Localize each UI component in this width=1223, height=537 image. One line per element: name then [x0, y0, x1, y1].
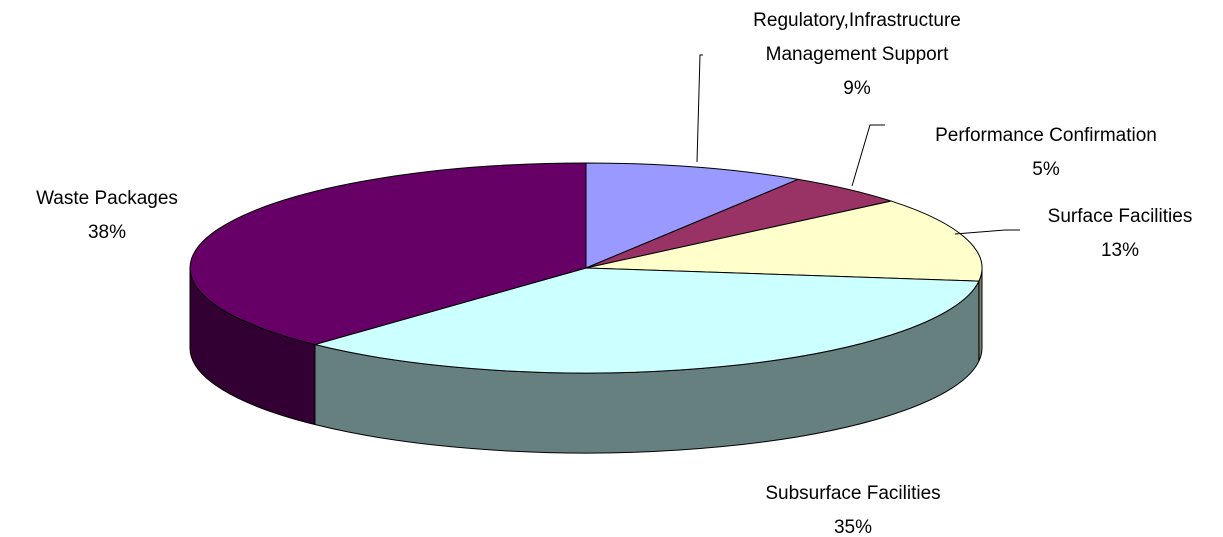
- pie-slice: [585, 200, 983, 282]
- pie-slice: [585, 162, 800, 269]
- slice-label: Surface Facilities: [1048, 206, 1193, 227]
- leader-line: [696, 54, 703, 163]
- slice-label-line: Management Support: [766, 44, 949, 65]
- slice-value-label: 38%: [88, 222, 126, 243]
- pie-slice: [189, 162, 587, 346]
- slice-label-line: Regulatory,Infrastructure: [753, 10, 961, 31]
- leader-line: [851, 124, 885, 187]
- slice-label: Performance Confirmation: [935, 125, 1157, 146]
- slice-label: Regulatory,Infrastructure Management Supp…: [753, 10, 961, 65]
- slice-value-label: 13%: [1101, 240, 1139, 261]
- slice-value-label: 5%: [1032, 159, 1060, 180]
- pie-slice: [312, 267, 980, 374]
- slice-label-line: Performance Confirmation: [935, 125, 1157, 146]
- slice-label-line: Waste Packages: [36, 188, 178, 209]
- slice-label: Waste Packages: [36, 188, 178, 209]
- leader-line: [954, 229, 1020, 235]
- slice-value-label: 35%: [834, 517, 872, 537]
- slice-value-label: 9%: [843, 78, 871, 99]
- slice-label: Subsurface Facilities: [765, 483, 940, 504]
- slice-label-line: Surface Facilities: [1048, 206, 1193, 227]
- slice-label-line: Subsurface Facilities: [765, 483, 940, 504]
